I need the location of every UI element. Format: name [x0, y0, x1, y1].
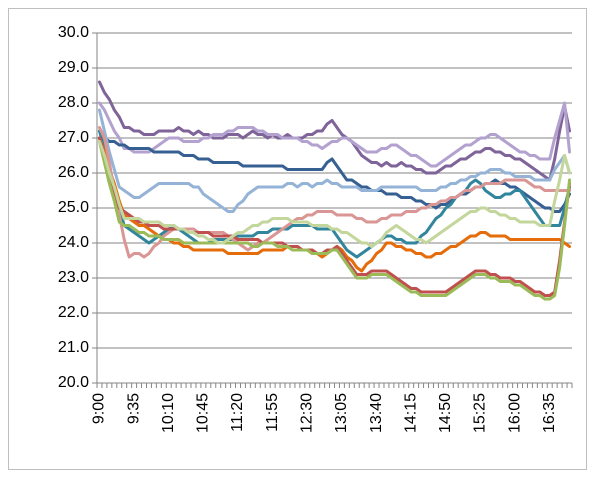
- y-tick-label: 29.0: [58, 59, 89, 76]
- y-tick-label: 25.0: [58, 199, 89, 216]
- chart-frame: [8, 8, 587, 470]
- y-tick-label: 26.0: [58, 164, 89, 181]
- x-tick-label: 13:05: [333, 393, 350, 433]
- y-tick-label: 24.0: [58, 234, 89, 251]
- x-tick-label: 10:10: [160, 393, 177, 433]
- series-line: [97, 108, 572, 213]
- series-line: [97, 80, 572, 182]
- series-line: [97, 140, 572, 301]
- x-tick-label: 14:50: [437, 393, 454, 433]
- x-tick-label: 10:45: [195, 393, 212, 433]
- y-tick-label: 23.0: [58, 269, 89, 286]
- x-tick-label: 12:30: [299, 393, 316, 433]
- y-tick-label: 22.0: [58, 304, 89, 321]
- y-tick-label: 28.0: [58, 94, 89, 111]
- y-tick-label: 20.0: [58, 374, 89, 391]
- x-tick-label: 14:15: [402, 393, 419, 433]
- x-tick-label: 11:55: [264, 393, 281, 432]
- x-tick-label: 13:40: [368, 393, 385, 433]
- series-line: [97, 101, 572, 168]
- x-tick-label: 15:25: [472, 393, 489, 433]
- x-tick-label: 11:20: [229, 393, 246, 432]
- x-tick-label: 16:00: [506, 393, 523, 433]
- x-tick-label: 9:35: [125, 393, 142, 424]
- y-tick-label: 27.0: [58, 129, 89, 146]
- series-line: [97, 140, 572, 248]
- y-tick-label: 30.0: [58, 24, 89, 41]
- x-tick-label: 9:00: [91, 393, 108, 424]
- x-tick-label: 16:35: [541, 393, 558, 433]
- y-tick-label: 21.0: [58, 339, 89, 356]
